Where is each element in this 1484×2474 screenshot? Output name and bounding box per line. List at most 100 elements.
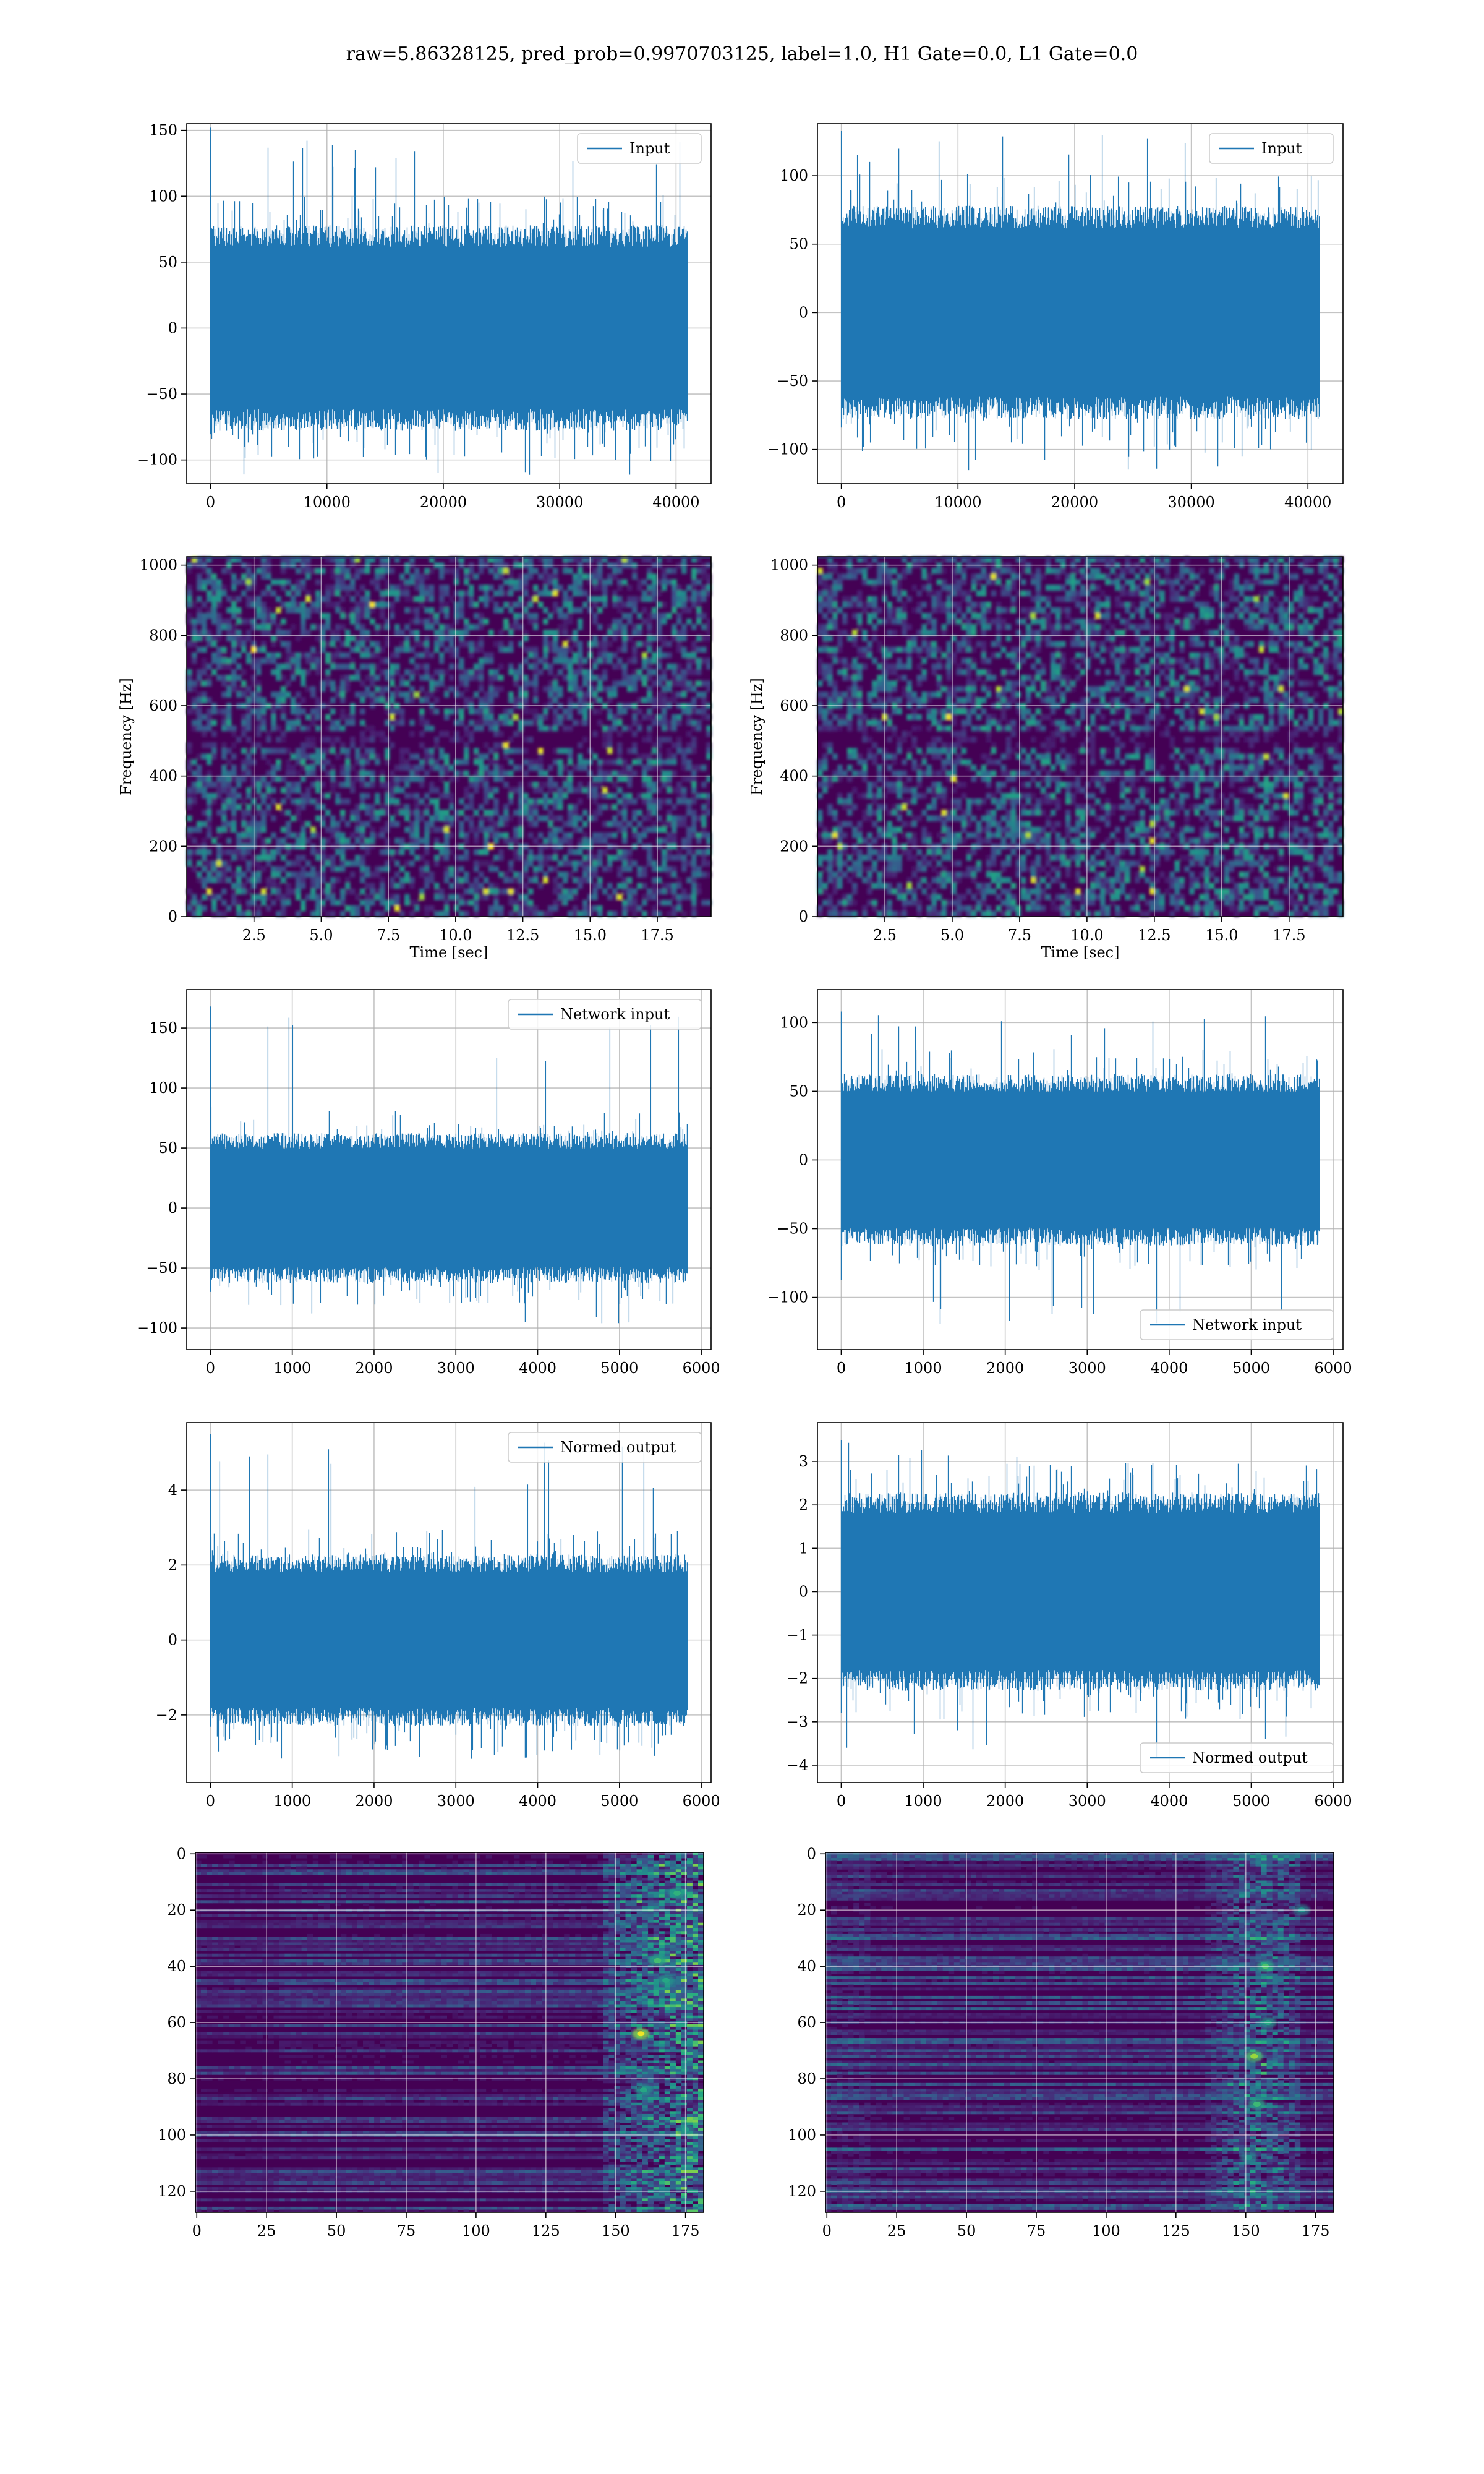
spec-l1-ytick-label: 400 bbox=[780, 768, 808, 785]
feat-h1-hotspot-core bbox=[673, 1890, 681, 1896]
feat-l1-ytick-label: 0 bbox=[807, 1845, 816, 1862]
spec-h1-ytick-label: 400 bbox=[149, 768, 177, 785]
feat-l1-xtick-label: 50 bbox=[957, 2222, 976, 2240]
input-l1-legend-box bbox=[1209, 133, 1334, 164]
net-h1-xtick-label: 1000 bbox=[273, 1359, 311, 1377]
spec-h1-ytick-label: 800 bbox=[149, 627, 177, 644]
net-l1-legend-label: Network input bbox=[1192, 1316, 1302, 1333]
feat-l1-xtick-label: 25 bbox=[887, 2222, 906, 2240]
input-l1-ytick-label: 100 bbox=[780, 167, 808, 184]
input-l1-xtick-label: 40000 bbox=[1284, 494, 1331, 511]
feat-h1-xtick-label: 75 bbox=[397, 2222, 416, 2240]
input-h1-axes: 0 10000 20000 30000 40000 −100 −50 0 50 100 150 Inp… bbox=[137, 122, 712, 511]
spec-h1-xtick-label: 12.5 bbox=[506, 927, 539, 944]
input-l1-frame bbox=[817, 123, 1344, 484]
spec-l1-ytick-label: 0 bbox=[799, 908, 808, 925]
input-h1-xtick-label: 20000 bbox=[420, 494, 467, 511]
norm-l1-legend: Normed output bbox=[1140, 1742, 1334, 1773]
spec-h1-xtick-label: 2.5 bbox=[242, 927, 266, 944]
spec-h1-ytick-label: 1000 bbox=[140, 557, 177, 574]
norm-l1-xtick-label: 3000 bbox=[1068, 1792, 1106, 1810]
input-h1-legend-label: Input bbox=[629, 140, 670, 157]
input-h1-xtick-label: 0 bbox=[206, 494, 215, 511]
net-l1-frame bbox=[817, 989, 1344, 1350]
feat-l1-xtick-label: 100 bbox=[1092, 2222, 1120, 2240]
net-h1-frame bbox=[186, 989, 712, 1350]
net-l1-xtick-label: 2000 bbox=[986, 1359, 1024, 1377]
input-h1-ytick-label: 50 bbox=[158, 254, 177, 271]
net-h1-ytick-label: 150 bbox=[149, 1019, 177, 1037]
spec-l1-axes: 2.5 5.0 7.5 10.0 12.5 15.0 17.5 0 200 400 600 800 10… bbox=[748, 556, 1344, 961]
spec-l1-xtick-label: 10.0 bbox=[1070, 927, 1103, 944]
feat-h1-image bbox=[195, 1852, 704, 2213]
feat-h1-hotspot-core bbox=[637, 2031, 645, 2037]
net-l1-xtick-label: 6000 bbox=[1315, 1359, 1352, 1377]
spec-h1-ylabel: Frequency [Hz] bbox=[117, 678, 135, 795]
norm-l1-frame bbox=[817, 1422, 1344, 1783]
net-h1-ytick-label: 100 bbox=[149, 1079, 177, 1097]
spec-l1-image bbox=[817, 557, 1344, 917]
norm-h1-legend: Normed output bbox=[508, 1432, 702, 1463]
net-l1-ytick-label: 50 bbox=[789, 1082, 808, 1100]
spec-h1-frame bbox=[186, 556, 712, 917]
feat-h1-xtick-label: 150 bbox=[602, 2222, 630, 2240]
net-h1-xtick-label: 0 bbox=[206, 1359, 215, 1377]
norm-l1-xtick-label: 6000 bbox=[1315, 1792, 1352, 1810]
feat-l1-xtick-label: 0 bbox=[822, 2222, 832, 2240]
net-h1-signal-line bbox=[210, 1006, 688, 1324]
input-l1-signal-line bbox=[840, 131, 1320, 471]
feat-l1-ytick-label: 100 bbox=[788, 2126, 816, 2144]
norm-h1-ytick-label: 4 bbox=[168, 1481, 177, 1499]
norm-l1-ytick-label: −1 bbox=[787, 1627, 808, 1644]
feat-l1-ytick-label: 40 bbox=[797, 1958, 816, 1975]
feat-h1-xtick-label: 25 bbox=[257, 2222, 276, 2240]
net-l1-legend: Network input bbox=[1140, 1309, 1334, 1340]
norm-h1-legend-label: Normed output bbox=[560, 1439, 676, 1456]
net-l1-axes: 0 1000 2000 3000 4000 5000 6000 −100 −50 0 50 100 Ne… bbox=[767, 989, 1352, 1377]
spec-l1-xlabel: Time [sec] bbox=[1041, 944, 1120, 961]
input-h1-signal-line bbox=[210, 127, 688, 475]
net-h1-legend: Network input bbox=[508, 999, 702, 1030]
net-l1-ytick-label: −100 bbox=[767, 1289, 808, 1306]
norm-l1-ytick-label: 3 bbox=[799, 1453, 808, 1470]
input-h1-xtick-label: 10000 bbox=[304, 494, 351, 511]
spec-h1-ytick-label: 0 bbox=[168, 908, 177, 925]
input-h1-ytick-label: −100 bbox=[137, 452, 177, 469]
feat-h1-hotspot-core bbox=[654, 1958, 662, 1964]
input-l1-axes: 0 10000 20000 30000 40000 −100 −50 0 50 100 Input bbox=[767, 123, 1344, 511]
input-l1-ytick-label: 0 bbox=[799, 304, 808, 321]
net-l1-xtick-label: 4000 bbox=[1150, 1359, 1188, 1377]
norm-l1-xtick-label: 1000 bbox=[905, 1792, 942, 1810]
net-l1-ytick-label: 0 bbox=[799, 1151, 808, 1168]
spec-l1-xtick-label: 15.0 bbox=[1205, 927, 1238, 944]
feat-l1-ytick-label: 60 bbox=[797, 2014, 816, 2031]
norm-l1-ytick-label: 2 bbox=[799, 1496, 808, 1513]
input-l1-ytick-label: 50 bbox=[789, 236, 808, 253]
norm-h1-xtick-label: 4000 bbox=[519, 1792, 556, 1810]
net-h1-xtick-label: 4000 bbox=[519, 1359, 556, 1377]
net-l1-ytick-label: −50 bbox=[777, 1220, 808, 1238]
norm-h1-xtick-label: 1000 bbox=[273, 1792, 311, 1810]
norm-l1-xtick-label: 5000 bbox=[1232, 1792, 1270, 1810]
net-h1-legend-label: Network input bbox=[560, 1006, 670, 1023]
spec-h1-xtick-label: 7.5 bbox=[377, 927, 400, 944]
feat-l1-axes: 0 25 50 75 100 125 150 175 0 20 40 60 80 100 120 bbox=[788, 1845, 1334, 2240]
net-h1-xtick-label: 5000 bbox=[600, 1359, 638, 1377]
norm-l1-ytick-label: −4 bbox=[787, 1757, 808, 1774]
spec-l1-ytick-label: 800 bbox=[780, 627, 808, 644]
input-l1-xtick-label: 20000 bbox=[1051, 494, 1098, 511]
spec-l1-top-strip bbox=[817, 557, 1343, 559]
input-l1-ytick-label: −50 bbox=[777, 372, 808, 390]
feat-h1-ytick-label: 60 bbox=[167, 2014, 186, 2031]
input-l1-xtick-label: 30000 bbox=[1167, 494, 1214, 511]
net-l1-xtick-label: 3000 bbox=[1068, 1359, 1106, 1377]
feat-h1-ytick-label: 0 bbox=[177, 1845, 186, 1862]
feat-h1-ytick-label: 40 bbox=[167, 1958, 186, 1975]
feat-h1-ytick-label: 120 bbox=[158, 2183, 186, 2200]
spec-l1-ylabel: Frequency [Hz] bbox=[748, 678, 765, 795]
spec-l1-ytick-label: 1000 bbox=[770, 557, 808, 574]
feat-h1-hotspot-core bbox=[662, 1977, 670, 1983]
spec-l1-ytick-label: 200 bbox=[780, 837, 808, 855]
net-h1-legend-box bbox=[508, 999, 702, 1030]
